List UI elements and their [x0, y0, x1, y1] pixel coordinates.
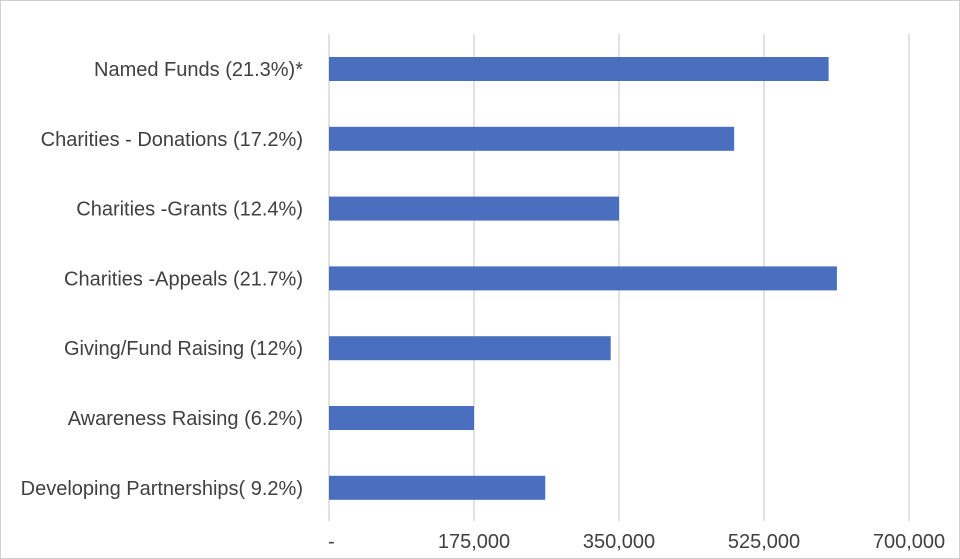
bar-0 — [329, 57, 829, 81]
category-label-2: Charities -Grants (12.4%) — [76, 199, 303, 221]
x-tick-label-2: 350,000 — [583, 531, 655, 553]
bar-6 — [329, 475, 546, 500]
category-label-4: Giving/Fund Raising (12%) — [64, 338, 303, 360]
category-label-5: Awareness Raising (6.2%) — [68, 408, 303, 430]
category-label-3: Charities -Appeals (21.7%) — [64, 268, 303, 290]
bars — [329, 57, 837, 500]
x-tick-labels: - 175,000 350,000 525,000 700,000 — [328, 531, 945, 553]
x-tick-label-3: 525,000 — [728, 531, 800, 553]
x-tick-label-4: 700,000 — [873, 531, 945, 553]
category-label-6: Developing Partnerships( 9.2%) — [21, 478, 303, 500]
bar-4 — [329, 336, 611, 361]
bar-1 — [329, 126, 735, 151]
x-tick-label-1: 175,000 — [438, 531, 510, 553]
bar-2 — [329, 196, 619, 221]
category-label-1: Charities - Donations (17.2%) — [41, 129, 303, 151]
x-tick-label-0: - — [328, 531, 335, 553]
bar-5 — [329, 406, 474, 430]
category-labels: Named Funds (21.3%)* Charities - Donation… — [21, 59, 304, 500]
category-label-0: Named Funds (21.3%)* — [94, 59, 303, 81]
bar-3 — [329, 266, 837, 291]
